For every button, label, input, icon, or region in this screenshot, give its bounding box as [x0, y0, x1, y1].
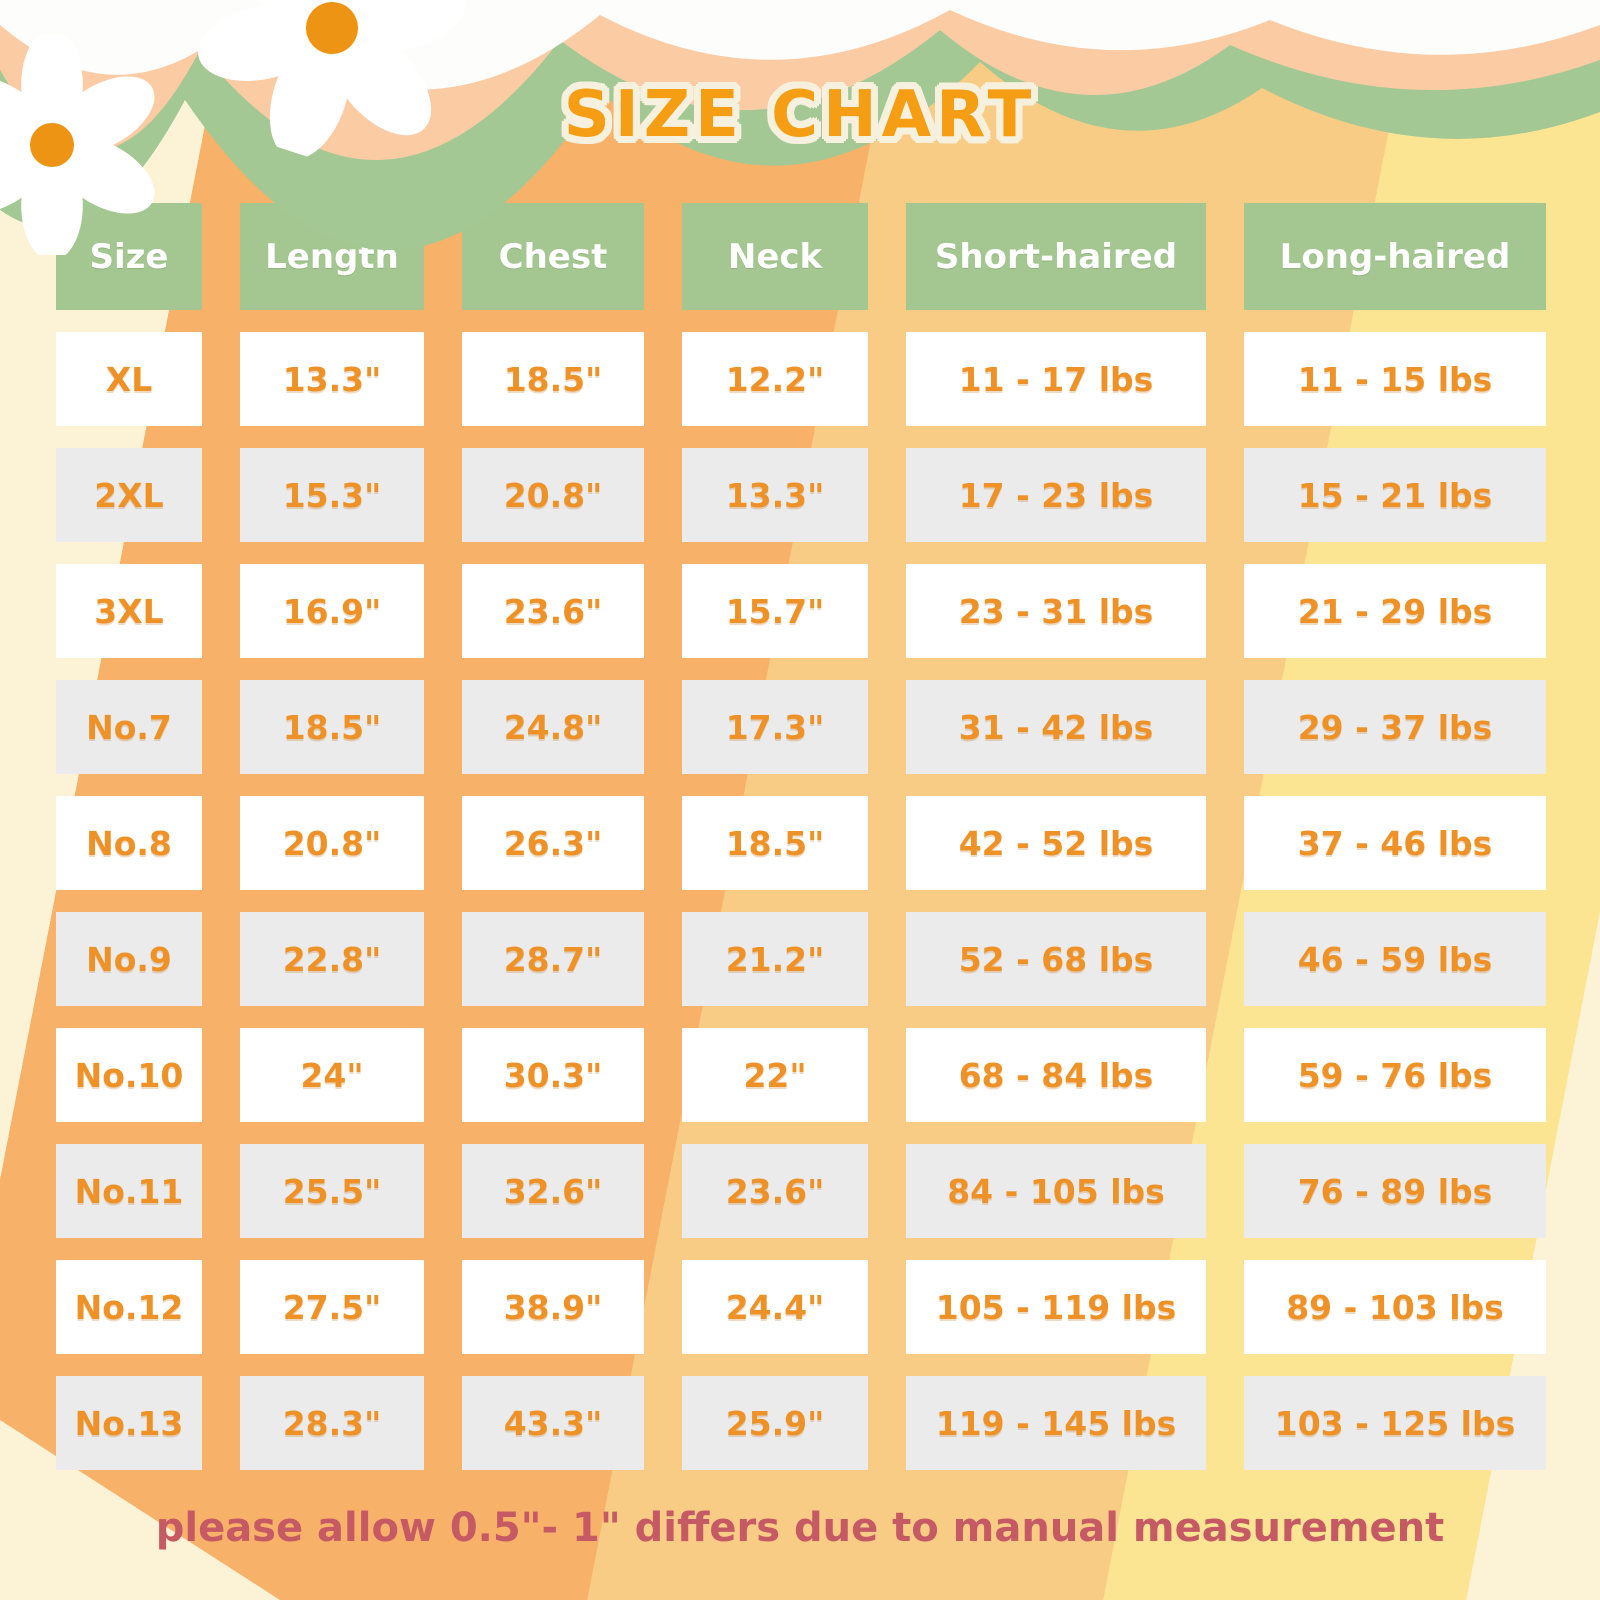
table-cell: 17 - 23 lbs: [906, 448, 1206, 542]
table-cell: 68 - 84 lbs: [906, 1028, 1206, 1122]
table-cell: 11 - 17 lbs: [906, 332, 1206, 426]
table-cell: No.13: [56, 1376, 202, 1470]
table-cell: 20.8": [462, 448, 644, 542]
table-cell: 37 - 46 lbs: [1244, 796, 1546, 890]
table-cell: 23.6": [462, 564, 644, 658]
table-cell: 13.3": [682, 448, 868, 542]
table-cell: 103 - 125 lbs: [1244, 1376, 1546, 1470]
table-cell: 26.3": [462, 796, 644, 890]
header-cell-length: Length: [240, 203, 424, 310]
table-cell: 22.8": [240, 912, 424, 1006]
table-cell: 105 - 119 lbs: [906, 1260, 1206, 1354]
header-cell-neck: Neck: [682, 203, 868, 310]
header-cell-size: Size: [56, 203, 202, 310]
table-cell: 59 - 76 lbs: [1244, 1028, 1546, 1122]
table-cell: 24.4": [682, 1260, 868, 1354]
table-cell: 23.6": [682, 1144, 868, 1238]
table-cell: 17.3": [682, 680, 868, 774]
table-cell: 119 - 145 lbs: [906, 1376, 1206, 1470]
table-cell: 18.5": [682, 796, 868, 890]
table-cell: 89 - 103 lbs: [1244, 1260, 1546, 1354]
table-cell: 29 - 37 lbs: [1244, 680, 1546, 774]
table-cell: 31 - 42 lbs: [906, 680, 1206, 774]
table-cell: 30.3": [462, 1028, 644, 1122]
table-cell: 84 - 105 lbs: [906, 1144, 1206, 1238]
table-cell: 13.3": [240, 332, 424, 426]
table-cell: 46 - 59 lbs: [1244, 912, 1546, 1006]
table-cell: 38.9": [462, 1260, 644, 1354]
table-cell: No.9: [56, 912, 202, 1006]
table-cell: 25.5": [240, 1144, 424, 1238]
table-cell: 2XL: [56, 448, 202, 542]
size-chart-table: Size Length Chest Neck Short-haired Long…: [56, 203, 1546, 1470]
header-cell-chest: Chest: [462, 203, 644, 310]
table-cell: 23 - 31 lbs: [906, 564, 1206, 658]
table-cell: 18.5": [462, 332, 644, 426]
table-cell: 43.3": [462, 1376, 644, 1470]
table-cell: 76 - 89 lbs: [1244, 1144, 1546, 1238]
table-cell: 52 - 68 lbs: [906, 912, 1206, 1006]
table-cell: No.7: [56, 680, 202, 774]
page-title: SIZE CHART: [563, 78, 1037, 152]
table-cell: 32.6": [462, 1144, 644, 1238]
table-cell: 25.9": [682, 1376, 868, 1470]
table-cell: 15.7": [682, 564, 868, 658]
table-cell: No.10: [56, 1028, 202, 1122]
table-cell: 24.8": [462, 680, 644, 774]
table-cell: No.11: [56, 1144, 202, 1238]
table-cell: 42 - 52 lbs: [906, 796, 1206, 890]
table-cell: 12.2": [682, 332, 868, 426]
table-cell: 28.3": [240, 1376, 424, 1470]
table-cell: 11 - 15 lbs: [1244, 332, 1546, 426]
table-cell: No.12: [56, 1260, 202, 1354]
table-cell: 27.5": [240, 1260, 424, 1354]
table-cell: 3XL: [56, 564, 202, 658]
table-cell: 24": [240, 1028, 424, 1122]
header-cell-long-haired: Long-haired: [1244, 203, 1546, 310]
table-cell: 16.9": [240, 564, 424, 658]
table-cell: 15 - 21 lbs: [1244, 448, 1546, 542]
table-cell: 15.3": [240, 448, 424, 542]
table-cell: 20.8": [240, 796, 424, 890]
table-cell: No.8: [56, 796, 202, 890]
table-cell: 21 - 29 lbs: [1244, 564, 1546, 658]
table-cell: 22": [682, 1028, 868, 1122]
table-cell: 28.7": [462, 912, 644, 1006]
table-cell: XL: [56, 332, 202, 426]
header-cell-short-haired: Short-haired: [906, 203, 1206, 310]
table-cell: 21.2": [682, 912, 868, 1006]
table-cell: 18.5": [240, 680, 424, 774]
measurement-note: please allow 0.5"- 1" differs due to man…: [155, 1505, 1445, 1551]
